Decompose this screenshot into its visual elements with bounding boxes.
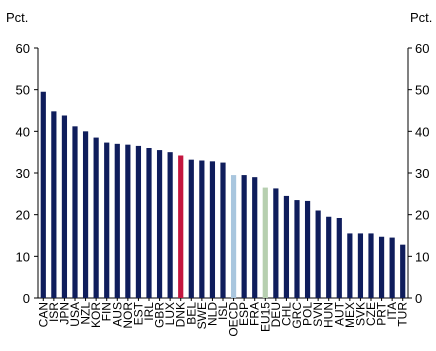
bar xyxy=(273,188,279,298)
bar xyxy=(230,175,237,298)
bar xyxy=(167,152,173,298)
bar xyxy=(262,187,268,298)
bar xyxy=(188,159,194,298)
bar xyxy=(241,175,247,298)
y2-axis-label: Pct. xyxy=(410,10,432,25)
x-tick-label: SWE xyxy=(195,302,209,329)
bar xyxy=(51,111,57,298)
y-tick-label: 10 xyxy=(16,249,30,264)
bar xyxy=(40,91,46,298)
x-tick-label: POL xyxy=(301,302,315,326)
x-tick-label: ESP xyxy=(237,302,251,326)
x-tick-label: FRA xyxy=(248,302,262,326)
bar xyxy=(61,115,68,298)
x-tick-label: PRT xyxy=(375,301,389,325)
x-tick-label: ISL xyxy=(216,302,230,320)
bar xyxy=(114,143,120,298)
x-tick-label: ITA xyxy=(385,302,399,320)
x-tick-label: MEX xyxy=(343,302,357,328)
bar xyxy=(72,126,78,298)
y-tick-label: 30 xyxy=(16,166,30,181)
bar xyxy=(294,200,300,298)
bar xyxy=(283,195,290,298)
x-tick-label: EU15 xyxy=(258,302,272,332)
bar xyxy=(135,145,142,298)
x-tick-label: GBR xyxy=(153,302,167,328)
x-tick-label: SVN xyxy=(311,302,325,327)
x-tick-label: BEL xyxy=(184,302,198,325)
x-tick-label: AUS xyxy=(110,302,124,327)
x-tick-label: SVK xyxy=(353,302,367,326)
bar xyxy=(315,210,321,298)
x-tick-label: ISR xyxy=(47,302,61,322)
y-tick-label: 50 xyxy=(16,83,30,98)
x-tick-label: NZL xyxy=(79,302,93,325)
y2-tick-label: 0 xyxy=(415,291,422,306)
x-tick-label: EST xyxy=(131,301,145,325)
bar xyxy=(209,161,216,298)
x-tick-label: NOR xyxy=(121,302,135,329)
x-tick-label: HUN xyxy=(322,302,336,328)
y2-tick-label: 40 xyxy=(415,124,429,139)
y2-tick-label: 60 xyxy=(415,41,429,56)
x-tick-label: CHL xyxy=(279,302,293,326)
bar xyxy=(326,216,332,298)
y-tick-label: 0 xyxy=(23,291,30,306)
bar xyxy=(400,244,406,298)
bar xyxy=(146,148,152,298)
bar xyxy=(304,200,311,298)
bar xyxy=(104,142,110,298)
bar xyxy=(336,218,342,298)
x-tick-label: KOR xyxy=(89,302,103,328)
bar xyxy=(220,162,226,298)
y-axis-label: Pct. xyxy=(6,10,28,25)
bar xyxy=(389,237,395,298)
y2-tick-label: 30 xyxy=(415,166,429,181)
bar xyxy=(82,131,89,298)
x-tick-label: CAN xyxy=(36,302,50,327)
bar xyxy=(199,160,205,298)
x-tick-label: DNK xyxy=(174,302,188,327)
x-tick-label: NLD xyxy=(205,302,219,326)
y-tick-label: 60 xyxy=(16,41,30,56)
bar xyxy=(357,233,364,298)
x-tick-label: USA xyxy=(68,302,82,327)
bar xyxy=(347,233,353,298)
bar xyxy=(125,144,131,298)
bar xyxy=(156,150,163,298)
y2-tick-label: 10 xyxy=(415,249,429,264)
x-tick-label: JPN xyxy=(57,302,71,325)
x-tick-label: FIN xyxy=(100,302,114,321)
y-tick-label: 40 xyxy=(16,124,30,139)
x-tick-label: TUR xyxy=(396,302,410,327)
x-tick-label: CZE xyxy=(364,302,378,326)
x-tick-label: OECD xyxy=(227,302,241,337)
y-tick-label: 20 xyxy=(16,208,30,223)
bar xyxy=(93,137,99,298)
bar xyxy=(378,236,385,298)
x-tick-label: DEU xyxy=(269,302,283,327)
x-tick-label: GRC xyxy=(290,302,304,329)
bar xyxy=(368,233,374,298)
bar xyxy=(252,177,258,298)
y2-tick-label: 50 xyxy=(415,83,429,98)
y2-tick-label: 20 xyxy=(415,208,429,223)
x-tick-label: LUX xyxy=(163,302,177,325)
x-tick-label: AUT xyxy=(332,301,346,326)
bar xyxy=(178,155,184,298)
x-tick-label: IRL xyxy=(142,302,156,321)
